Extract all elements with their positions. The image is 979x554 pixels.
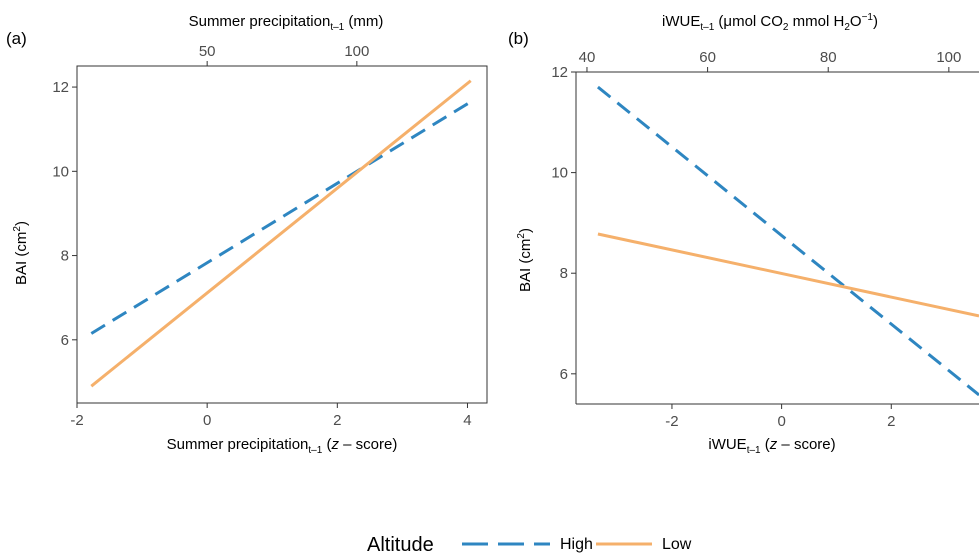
- panel-b-y-ticks: 6 8 10 12: [551, 64, 576, 383]
- panel-a-x-ticks: -2 0 2 4: [70, 403, 472, 429]
- panel-b-top-axis-title: iWUEt–1 (μmol CO2 mmol H2O−1): [662, 12, 878, 33]
- panel-b-top-tick-label: 80: [820, 49, 837, 66]
- panel-a-top-axis-title: Summer precipitationt–1 (mm): [189, 13, 384, 33]
- panel-b-tag: (b): [508, 29, 529, 48]
- legend-label-high: High: [560, 536, 593, 553]
- panel-a-frame: [76, 65, 488, 404]
- panel-b-series-low: [597, 232, 979, 318]
- panel-a-y-tick-label: 6: [61, 332, 69, 349]
- panel-b-y-axis-title: BAI (cm2): [516, 228, 534, 292]
- panel-a-top-tick-label: 50: [199, 43, 216, 60]
- panel-b-x-ticks: -2 0 2: [665, 404, 895, 430]
- panel-b-top-tick-label: 60: [699, 49, 716, 66]
- panel-b-top-tick-label: 100: [936, 49, 961, 66]
- panel-a-y-ticks: 6 8 10 12: [52, 79, 77, 349]
- legend-title: Altitude: [367, 534, 434, 554]
- panel-a-top-ticks: 50 100: [199, 43, 369, 66]
- panel-b-y-tick-label: 10: [551, 165, 568, 182]
- panel-a-y-axis-title: BAI (cm2): [12, 221, 30, 285]
- panel-b-y-tick-label: 6: [560, 366, 568, 383]
- panel-a-series: [90, 79, 472, 388]
- panel-b-x-tick-label: 0: [777, 413, 785, 430]
- panel-a-top-tick-label: 100: [344, 43, 369, 60]
- panel-a-x-tick-label: 2: [333, 412, 341, 429]
- panel-a-x-tick-label: 0: [203, 412, 211, 429]
- panel-a-series-high: [90, 100, 472, 335]
- panel-b-x-tick-label: -2: [665, 413, 678, 430]
- panel-a-series-low: [90, 79, 472, 388]
- panel-b-y-tick-label: 12: [551, 64, 568, 81]
- panel-a-y-tick-label: 8: [61, 248, 69, 265]
- legend: Altitude High Low: [367, 534, 692, 554]
- panel-a-y-tick-label: 10: [52, 163, 69, 180]
- legend-label-low: Low: [662, 536, 692, 553]
- panel-a-x-tick-label: -2: [70, 412, 83, 429]
- panel-a-x-tick-label: 4: [463, 412, 471, 429]
- panel-b-y-tick-label: 8: [560, 265, 568, 282]
- panel-a: (a) Summer precipitationt–1 (mm) 50 100 6…: [6, 13, 488, 456]
- panel-a-tag: (a): [6, 29, 27, 48]
- panel-b-x-axis-title: iWUEt–1 (z – score): [708, 436, 835, 456]
- panel-b-x-tick-label: 2: [887, 413, 895, 430]
- panel-a-y-tick-label: 12: [52, 79, 69, 96]
- panel-b-top-ticks: 40 60 80 100: [579, 49, 961, 72]
- panel-b-series-high: [596, 85, 979, 397]
- panel-b-top-tick-label: 40: [579, 49, 596, 66]
- panel-b: (b) iWUEt–1 (μmol CO2 mmol H2O−1) 40 60 80…: [508, 12, 979, 456]
- panel-b-series: [596, 85, 979, 397]
- panel-a-x-axis-title: Summer precipitationt–1 (z – score): [167, 436, 398, 456]
